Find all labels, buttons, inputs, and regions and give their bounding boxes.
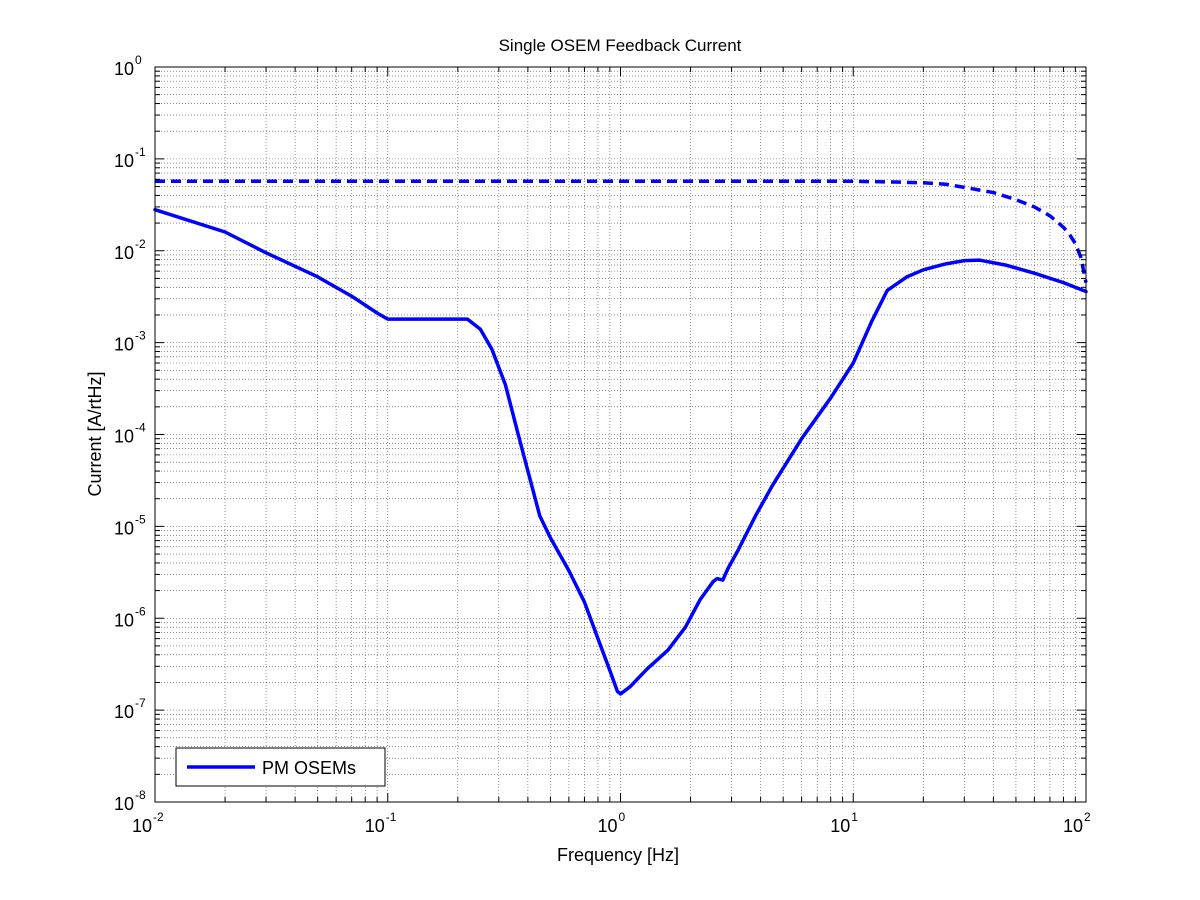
y-tick-label-base: 10 <box>114 794 134 814</box>
x-tick-label: 10 2 <box>1063 810 1091 836</box>
y-tick-label: 10 -3 <box>114 329 146 355</box>
y-tick-label: 10 -6 <box>114 604 146 630</box>
x-tick-label-exponent: 2 <box>1084 810 1091 824</box>
x-tick-label-exponent: 0 <box>619 810 626 824</box>
y-tick-label-base: 10 <box>114 59 134 79</box>
y-tick-label-exponent: -5 <box>135 512 146 526</box>
y-tick-label: 10 -1 <box>114 145 146 171</box>
y-tick-label-base: 10 <box>114 427 134 447</box>
legend-label: PM OSEMs <box>262 758 356 778</box>
series-line-pm-osems <box>153 207 1088 696</box>
y-axis-label: Current [A/rtHz] <box>85 371 105 496</box>
y-tick-label-base: 10 <box>114 243 134 263</box>
x-tick-label-base: 10 <box>132 816 152 836</box>
series-line-dashed <box>155 179 1088 283</box>
x-tick-label-exponent: -2 <box>153 810 164 824</box>
y-tick-label: 10 0 <box>114 53 142 79</box>
x-tick-label-base: 10 <box>830 816 850 836</box>
y-tick-label-base: 10 <box>114 702 134 722</box>
x-tick-label-base: 10 <box>365 816 385 836</box>
y-tick-label-exponent: -2 <box>135 237 146 251</box>
y-tick-label-base: 10 <box>114 610 134 630</box>
x-tick-label: 10 -1 <box>365 810 397 836</box>
y-tick-label: 10 -4 <box>114 421 146 447</box>
x-tick-label-base: 10 <box>597 816 617 836</box>
chart-title: Single OSEM Feedback Current <box>499 36 742 55</box>
series-layer <box>153 179 1088 696</box>
tick-layer <box>155 67 1086 802</box>
x-tick-label-exponent: 1 <box>851 810 858 824</box>
y-tick-label-exponent: -4 <box>135 421 146 435</box>
x-tick-label-base: 10 <box>1063 816 1083 836</box>
y-tick-label: 10 -2 <box>114 237 146 263</box>
x-tick-labels: 10 -2 10 -1 10 0 10 1 10 2 <box>132 810 1091 836</box>
y-tick-label-base: 10 <box>114 335 134 355</box>
y-tick-label: 10 -7 <box>114 696 146 722</box>
y-tick-label-exponent: -7 <box>135 696 146 710</box>
y-tick-label-exponent: -6 <box>135 604 146 618</box>
x-tick-label: 10 1 <box>830 810 858 836</box>
y-tick-label-base: 10 <box>114 518 134 538</box>
y-tick-label-base: 10 <box>114 151 134 171</box>
y-tick-label-exponent: -1 <box>135 145 146 159</box>
y-tick-label-exponent: 0 <box>135 53 142 67</box>
y-tick-label: 10 -8 <box>114 788 146 814</box>
grid-layer <box>155 67 1086 802</box>
x-tick-label-exponent: -1 <box>386 810 397 824</box>
y-tick-label-exponent: -3 <box>135 329 146 343</box>
x-tick-label: 10 -2 <box>132 810 164 836</box>
x-axis-label: Frequency [Hz] <box>557 845 679 865</box>
y-tick-label-exponent: -8 <box>135 788 146 802</box>
x-tick-label: 10 0 <box>597 810 625 836</box>
y-tick-label: 10 -5 <box>114 512 146 538</box>
legend: PM OSEMs <box>175 747 386 787</box>
